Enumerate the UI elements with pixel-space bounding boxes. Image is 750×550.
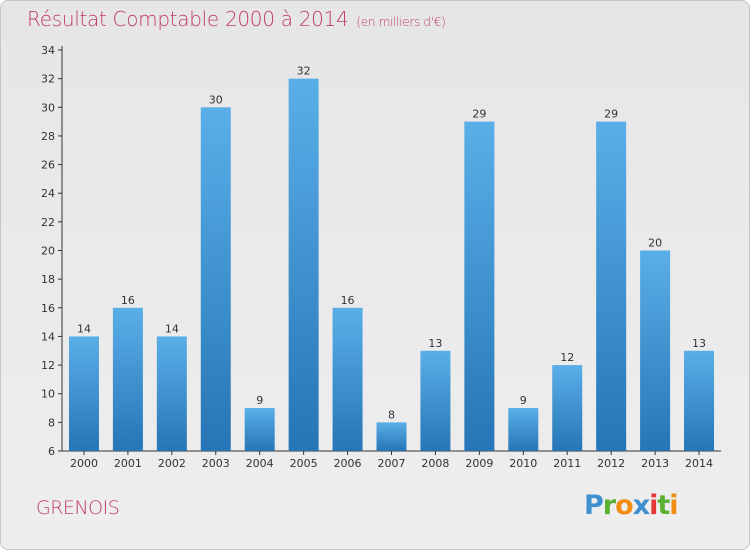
bar	[200, 107, 231, 452]
x-tick-label: 2006	[334, 457, 362, 470]
bar-value-label: 9	[520, 394, 527, 407]
x-tick-label: 2008	[421, 457, 449, 470]
x-tick-label: 2012	[597, 457, 625, 470]
x-tick-label: 2007	[378, 457, 406, 470]
bar-value-label: 32	[297, 65, 311, 78]
logo-letter: t	[657, 490, 670, 521]
title-text: Résultat Comptable 2000 à 2014	[27, 7, 349, 31]
bar-value-label: 14	[77, 322, 91, 335]
proxiti-logo: Proxiti	[584, 490, 679, 521]
y-tick-label: 26	[41, 159, 55, 172]
bar	[376, 422, 407, 451]
logo-letter: r	[602, 490, 616, 521]
bar	[552, 365, 583, 451]
y-tick-label: 12	[41, 359, 55, 372]
y-tick-label: 10	[41, 388, 55, 401]
logo-letter: o	[615, 490, 634, 521]
bar	[112, 307, 143, 451]
y-tick-label: 32	[41, 73, 55, 86]
x-tick-label: 2002	[158, 457, 186, 470]
logo-letter: x	[632, 490, 650, 521]
bar	[464, 121, 495, 451]
logo-letter: P	[584, 490, 604, 521]
bar	[68, 336, 99, 451]
y-tick-label: 28	[41, 130, 55, 143]
bar	[684, 350, 715, 451]
chart-title: Résultat Comptable 2000 à 2014 (en millie…	[27, 7, 446, 31]
x-tick-label: 2001	[114, 457, 142, 470]
y-tick-label: 30	[41, 101, 55, 114]
y-tick-label: 24	[41, 187, 55, 200]
y-tick-label: 8	[48, 416, 55, 429]
logo-letter: i	[649, 490, 658, 521]
x-tick-label: 2013	[641, 457, 669, 470]
unit-subtitle: (en milliers d'€)	[356, 15, 446, 29]
bar	[596, 121, 627, 451]
x-tick-label: 2014	[685, 457, 713, 470]
bar-value-label: 16	[341, 294, 355, 307]
bar-value-label: 30	[209, 93, 223, 106]
bar-value-label: 20	[648, 237, 662, 250]
bar	[420, 350, 451, 451]
logo-letter: i	[669, 490, 678, 521]
bar-value-label: 12	[560, 351, 574, 364]
bar	[244, 408, 275, 451]
x-tick-label: 2005	[290, 457, 318, 470]
bar	[508, 408, 539, 451]
y-tick-label: 16	[41, 302, 55, 315]
y-tick-label: 6	[48, 445, 55, 458]
bar	[640, 250, 671, 451]
bar-value-label: 16	[121, 294, 135, 307]
y-tick-label: 14	[41, 330, 55, 343]
x-tick-label: 2009	[465, 457, 493, 470]
bar-value-label: 14	[165, 322, 179, 335]
bar-value-label: 13	[428, 337, 442, 350]
bar-value-label: 29	[472, 108, 486, 121]
y-tick-label: 22	[41, 216, 55, 229]
x-tick-label: 2003	[202, 457, 230, 470]
x-tick-label: 2010	[509, 457, 537, 470]
bar-value-label: 8	[388, 408, 395, 421]
commune-name: GRENOIS	[36, 497, 120, 519]
y-tick-label: 18	[41, 273, 55, 286]
bar	[156, 336, 187, 451]
bar-value-label: 9	[256, 394, 263, 407]
bar-value-label: 13	[692, 337, 706, 350]
bar	[288, 78, 319, 452]
bar-value-label: 29	[604, 108, 618, 121]
bar	[332, 307, 363, 451]
x-tick-label: 2011	[553, 457, 581, 470]
x-tick-label: 2004	[246, 457, 274, 470]
y-tick-label: 34	[41, 44, 55, 57]
x-tick-label: 2000	[70, 457, 98, 470]
y-tick-label: 20	[41, 245, 55, 258]
